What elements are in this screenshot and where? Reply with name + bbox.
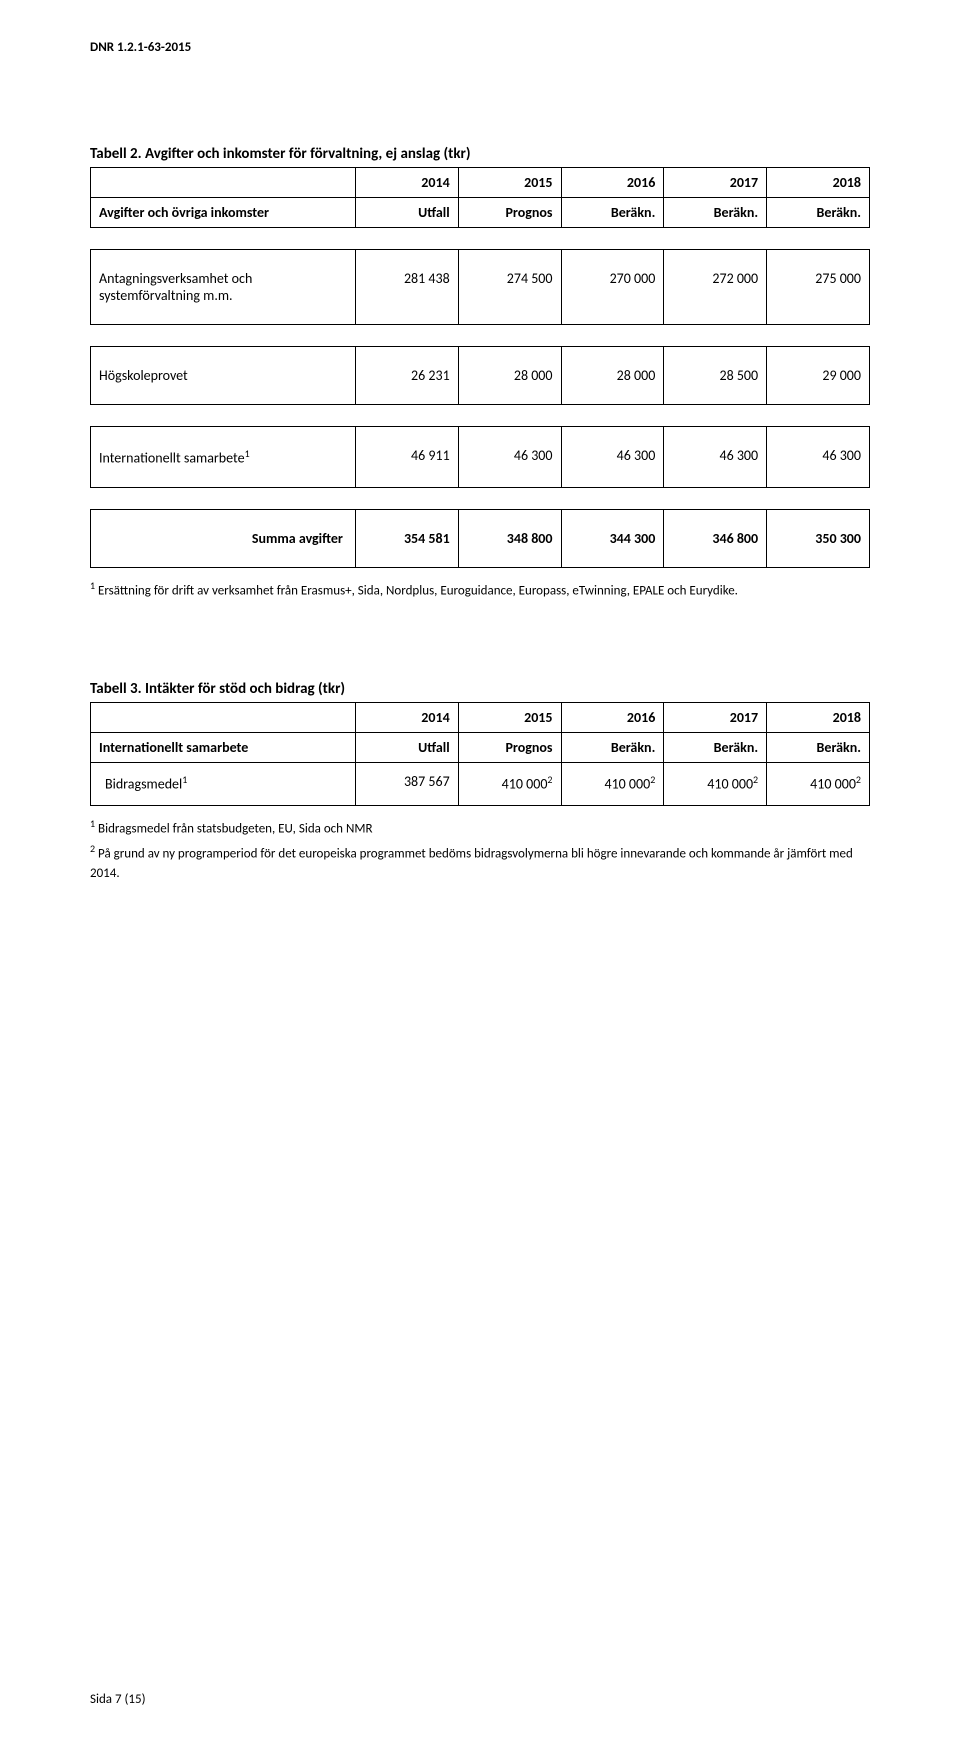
table2-year: 2015 [458, 168, 561, 198]
cell: 28 000 [561, 347, 664, 405]
table2-subhead: Beräkn. [561, 198, 664, 228]
table3-header-left: Internationellt samarbete [91, 733, 356, 763]
cell: 46 300 [767, 427, 870, 488]
table3-year: 2015 [458, 703, 561, 733]
cell: 46 300 [664, 427, 767, 488]
sum-cell: 344 300 [561, 509, 664, 567]
table3-subhead: Beräkn. [767, 733, 870, 763]
table2-title: Tabell 2. Avgifter och inkomster för för… [90, 145, 870, 163]
cell: 270 000 [561, 250, 664, 325]
table3-title: Tabell 3. Intäkter för stöd och bidrag (… [90, 680, 870, 698]
table2-subhead: Prognos [458, 198, 561, 228]
table3-subhead: Utfall [355, 733, 458, 763]
table2-subhead: Beräkn. [664, 198, 767, 228]
row-label: Bidragsmedel1 [91, 763, 356, 806]
cell: 26 231 [355, 347, 458, 405]
sum-cell: 350 300 [767, 509, 870, 567]
cell: 410 0002 [458, 763, 561, 806]
cell: 274 500 [458, 250, 561, 325]
table-row: Internationellt samarbete1 46 911 46 300… [91, 427, 870, 488]
cell: 29 000 [767, 347, 870, 405]
table2: 2014 2015 2016 2017 2018 Avgifter och öv… [90, 167, 870, 568]
cell: 28 500 [664, 347, 767, 405]
table2-subhead: Utfall [355, 198, 458, 228]
table-row: Högskoleprovet 26 231 28 000 28 000 28 5… [91, 347, 870, 405]
table3-year: 2016 [561, 703, 664, 733]
row-label: Högskoleprovet [91, 347, 356, 405]
cell: 46 300 [561, 427, 664, 488]
sum-cell: 354 581 [355, 509, 458, 567]
cell: 410 0002 [767, 763, 870, 806]
document-number: DNR 1.2.1-63-2015 [90, 40, 870, 55]
table3-subhead: Beräkn. [664, 733, 767, 763]
table2-year: 2016 [561, 168, 664, 198]
cell: 28 000 [458, 347, 561, 405]
table3-footnote1: 1 Bidragsmedel från statsbudgeten, EU, S… [90, 816, 870, 839]
table2-footnote: 1 Ersättning för drift av verksamhet frå… [90, 578, 870, 601]
table3-year: 2014 [355, 703, 458, 733]
cell: 387 567 [355, 763, 458, 806]
table3-subhead: Prognos [458, 733, 561, 763]
table2-year-row: 2014 2015 2016 2017 2018 [91, 168, 870, 198]
cell: 281 438 [355, 250, 458, 325]
cell: 46 300 [458, 427, 561, 488]
table2-header-left: Avgifter och övriga inkomster [91, 198, 356, 228]
table3: 2014 2015 2016 2017 2018 Internationellt… [90, 702, 870, 806]
table3-subhead: Beräkn. [561, 733, 664, 763]
table2-sum-row: Summa avgifter 354 581 348 800 344 300 3… [91, 509, 870, 567]
sum-cell: 346 800 [664, 509, 767, 567]
table-row: Bidragsmedel1 387 567 410 0002 410 0002 … [91, 763, 870, 806]
row-label: Antagningsverksamhet och systemförvaltni… [91, 250, 356, 325]
table2-subhead: Beräkn. [767, 198, 870, 228]
cell: 46 911 [355, 427, 458, 488]
cell: 410 0002 [561, 763, 664, 806]
table3-year-row: 2014 2015 2016 2017 2018 [91, 703, 870, 733]
table2-subhead-row: Avgifter och övriga inkomster Utfall Pro… [91, 198, 870, 228]
page-footer: Sida 7 (15) [90, 1692, 146, 1707]
table3-year: 2017 [664, 703, 767, 733]
sum-label: Summa avgifter [91, 509, 356, 567]
table-row: Antagningsverksamhet och systemförvaltni… [91, 250, 870, 325]
cell: 272 000 [664, 250, 767, 325]
sum-cell: 348 800 [458, 509, 561, 567]
row-label: Internationellt samarbete1 [91, 427, 356, 488]
table3-subhead-row: Internationellt samarbete Utfall Prognos… [91, 733, 870, 763]
table3-year: 2018 [767, 703, 870, 733]
table2-year: 2018 [767, 168, 870, 198]
table2-year: 2017 [664, 168, 767, 198]
cell: 410 0002 [664, 763, 767, 806]
cell: 275 000 [767, 250, 870, 325]
table2-year: 2014 [355, 168, 458, 198]
table3-footnote2: 2 På grund av ny programperiod för det e… [90, 841, 870, 883]
